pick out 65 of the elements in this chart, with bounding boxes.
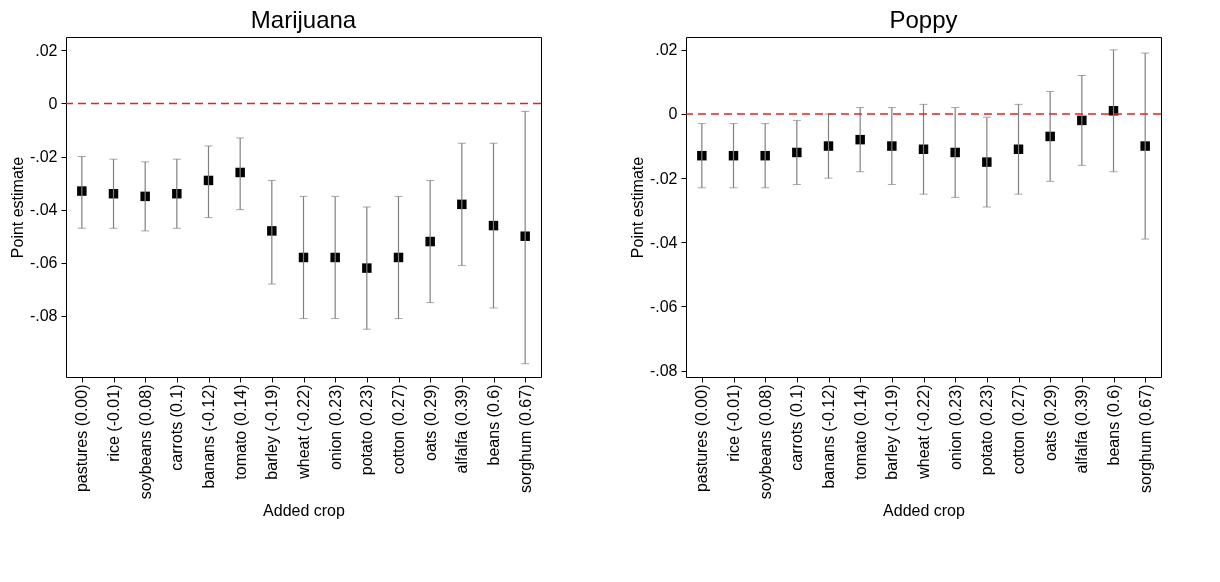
- point: [330, 252, 340, 263]
- x-tick-label: soybeans (0.08): [756, 384, 774, 500]
- point: [77, 186, 87, 196]
- y-tick-label: -.08: [649, 362, 678, 380]
- x-tick-label: carrots (0.1): [168, 384, 186, 471]
- chart-title: Marijuana: [250, 6, 357, 33]
- chart-title: Poppy: [889, 6, 958, 33]
- x-tick-label: wheat (-0.22): [915, 384, 932, 480]
- x-tick-label: oats (0.29): [421, 384, 439, 461]
- point: [140, 191, 150, 202]
- y-tick-label: 0: [48, 94, 58, 112]
- x-tick-label: alfalfa (0.39): [1073, 384, 1091, 474]
- point: [855, 134, 865, 145]
- point: [697, 150, 707, 161]
- point: [267, 226, 277, 236]
- x-tick-label: onion (0.23): [946, 384, 964, 470]
- y-tick-label: -.06: [649, 297, 678, 315]
- x-tick-label: soybeans (0.08): [136, 384, 154, 500]
- x-tick-label: rice (-0.01): [725, 384, 742, 462]
- y-tick-label: -.06: [29, 254, 58, 272]
- x-tick-label: beans (0.6): [485, 384, 502, 466]
- y-tick-label: .02: [655, 41, 678, 59]
- point: [792, 147, 802, 158]
- x-tick-label: potato (0.23): [978, 384, 996, 476]
- x-tick-label: banans (-0.12): [200, 384, 217, 489]
- point: [457, 199, 467, 210]
- x-tick-label: potato (0.23): [358, 384, 376, 476]
- x-tick-label: tomato (0.14): [231, 384, 249, 480]
- point: [887, 141, 897, 151]
- point: [760, 150, 770, 161]
- point: [982, 157, 992, 167]
- x-tick-label: wheat (-0.22): [295, 384, 312, 480]
- point: [1045, 131, 1055, 142]
- x-tick-label: beans (0.6): [1105, 384, 1122, 466]
- x-tick-label: cotton (0.27): [1010, 384, 1027, 475]
- y-tick-label: 0: [668, 105, 678, 123]
- y-tick-label: -.02: [29, 148, 58, 166]
- point: [1077, 115, 1087, 126]
- x-tick-label: sorghum (0.67): [1136, 384, 1154, 493]
- x-tick-label: alfalfa (0.39): [453, 384, 471, 474]
- y-tick-label: -.04: [29, 201, 58, 219]
- y-tick-label: -.02: [649, 169, 678, 187]
- x-tick-label: sorghum (0.67): [516, 384, 534, 493]
- y-tick-label: -.08: [29, 307, 58, 325]
- x-tick-label: carrots (0.1): [788, 384, 806, 471]
- x-tick-label: barley (-0.19): [263, 384, 281, 480]
- x-tick-label: banans (-0.12): [820, 384, 837, 489]
- x-tick-label: pastures (0.00): [73, 384, 91, 493]
- y-tick-label: -.04: [649, 233, 678, 251]
- point: [950, 147, 960, 158]
- point: [425, 236, 435, 247]
- point: [1140, 141, 1150, 151]
- y-tick-label: .02: [35, 41, 58, 59]
- x-axis-title: Added crop: [883, 502, 966, 520]
- x-tick-label: pastures (0.00): [693, 384, 711, 493]
- point: [362, 263, 372, 273]
- x-axis-title: Added crop: [263, 502, 346, 520]
- x-tick-label: barley (-0.19): [883, 384, 901, 480]
- y-axis-title: Point estimate: [628, 156, 646, 259]
- x-tick-label: onion (0.23): [326, 384, 344, 470]
- x-tick-label: cotton (0.27): [390, 384, 407, 475]
- x-tick-label: rice (-0.01): [105, 384, 122, 462]
- x-tick-label: oats (0.29): [1041, 384, 1059, 461]
- x-tick-label: tomato (0.14): [851, 384, 869, 480]
- y-axis-title: Point estimate: [8, 156, 26, 259]
